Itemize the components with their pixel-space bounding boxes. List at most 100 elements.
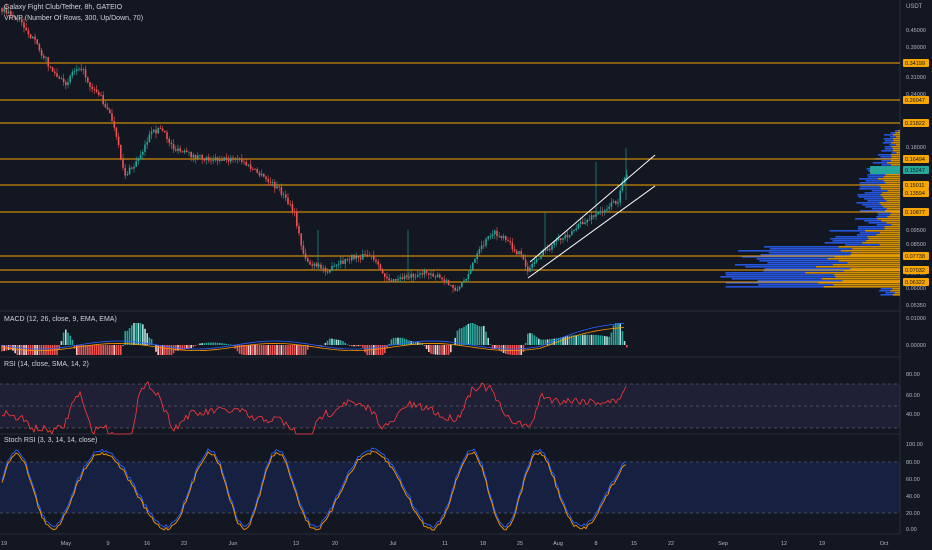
- macd-histogram-bar: [465, 325, 467, 345]
- volume-profile-bar-up: [882, 142, 892, 144]
- volume-profile-bar-down: [895, 144, 900, 146]
- candle-body: [5, 8, 8, 14]
- macd-histogram-bar: [307, 345, 309, 350]
- macd-histogram-bar: [212, 342, 214, 345]
- level-price-label: 0.26047: [905, 98, 925, 104]
- volume-profile-bar-down: [851, 252, 900, 254]
- rsi-indicator-label[interactable]: RSI (14, close, SMA, 14, 2): [4, 361, 89, 368]
- macd-histogram-bar: [566, 336, 569, 345]
- volume-profile-bar-down: [815, 266, 900, 268]
- chart-title: Galaxy Fight Club/Tether, 8h, GATEIO: [4, 4, 123, 11]
- volume-profile-bar-down: [892, 138, 900, 140]
- level-price-label: 0.07738: [905, 254, 925, 260]
- volume-profile-bar-down: [883, 180, 900, 182]
- stoch-axis-tick: 80.00: [906, 460, 920, 466]
- volume-profile-bar-down: [892, 288, 900, 290]
- candle-body: [232, 157, 234, 159]
- candle-body: [137, 159, 140, 162]
- volume-profile-bar-down: [850, 268, 900, 270]
- macd-histogram-bar: [166, 345, 168, 355]
- macd-histogram-bar: [384, 345, 386, 354]
- volume-profile-bar-up: [756, 258, 828, 260]
- volume-profile-bar-down: [881, 204, 900, 206]
- price-axis-tick: 0.24000: [906, 92, 926, 98]
- volume-profile-bar-down: [842, 280, 900, 282]
- macd-histogram-bar: [474, 323, 476, 345]
- macd-histogram-bar: [302, 345, 305, 355]
- macd-histogram-bar: [406, 339, 408, 345]
- rsi-axis-tick: 80.00: [906, 372, 920, 378]
- macd-histogram-bar: [604, 336, 606, 345]
- candle-body: [480, 245, 483, 250]
- macd-histogram-bar: [192, 345, 195, 348]
- volume-profile-bar-up: [731, 278, 822, 280]
- macd-histogram-bar: [111, 345, 113, 355]
- macd-histogram-bar: [478, 326, 481, 345]
- volume-profile-bar-down: [891, 160, 900, 162]
- time-axis-tick: 11: [442, 541, 448, 547]
- macd-histogram-bar: [535, 337, 538, 345]
- volume-profile-bar-up: [871, 190, 888, 192]
- vrvp-indicator-label[interactable]: VRVP (Number Of Rows, 300, Up/Down, 70): [4, 15, 144, 22]
- candle-body: [234, 158, 236, 160]
- candle-body: [159, 127, 162, 129]
- macd-histogram-bar: [392, 337, 395, 345]
- volume-profile-bar-up: [881, 164, 891, 166]
- macd-histogram-bar: [282, 345, 285, 355]
- volume-profile-bar-down: [890, 290, 900, 292]
- candle-body: [194, 154, 197, 159]
- macd-histogram-bar: [214, 342, 217, 345]
- candle-body: [571, 231, 573, 236]
- volume-profile-bar-up: [859, 188, 881, 190]
- candlestick-series: [1, 3, 628, 293]
- macd-histogram-bar: [579, 335, 582, 345]
- macd-histogram-bar: [69, 335, 71, 345]
- volume-profile-bar-down: [843, 270, 900, 272]
- macd-histogram-bar: [439, 345, 441, 355]
- candle-body: [128, 167, 131, 175]
- candle-body: [117, 136, 120, 146]
- macd-histogram-bar: [456, 330, 459, 345]
- volume-profile-bar-up: [890, 136, 897, 138]
- stoch-d-line: [1, 450, 627, 531]
- candle-body: [56, 73, 58, 77]
- macd-histogram-bar: [98, 345, 100, 355]
- macd-histogram-bar: [201, 343, 203, 345]
- volume-profile-bar-up: [857, 226, 885, 228]
- level-price-label: 0.06322: [905, 280, 925, 286]
- volume-profile-bar-down: [821, 278, 900, 280]
- candle-body: [307, 258, 309, 262]
- candle-body: [342, 260, 344, 264]
- candle-body: [238, 158, 241, 160]
- candle-body: [610, 202, 613, 207]
- stoch-axis-tick: 100.00: [906, 442, 923, 448]
- candle-body: [331, 265, 333, 271]
- macd-histogram-bar: [221, 343, 223, 345]
- volume-profile-bar-down: [880, 186, 900, 188]
- candle-body: [617, 202, 619, 204]
- stoch-rsi-indicator-label[interactable]: Stoch RSI (3, 3, 14, 14, close): [4, 437, 98, 444]
- candle-body: [16, 18, 19, 20]
- volume-profile-bar-up: [881, 160, 892, 162]
- candle-body: [166, 132, 168, 140]
- volume-profile-bar-up: [862, 204, 882, 206]
- candle-body: [606, 208, 608, 211]
- candle-body: [575, 228, 577, 230]
- candle-body: [12, 15, 14, 17]
- macd-indicator-label[interactable]: MACD (12, 26, close, 9, EMA, EMA): [4, 316, 117, 323]
- volume-profile-bar-down: [891, 146, 900, 148]
- macd-histogram-bar: [377, 345, 379, 355]
- macd-histogram-bar: [496, 345, 498, 349]
- level-price-label: 0.21822: [905, 121, 925, 127]
- volume-profile-bar-down: [887, 216, 900, 218]
- candle-body: [282, 194, 285, 196]
- volume-profile-bar-down: [818, 282, 900, 284]
- candle-body: [205, 157, 208, 161]
- macd-histogram-bar: [258, 345, 261, 355]
- volume-profile-bar-down: [805, 272, 900, 274]
- macd-histogram-bar: [463, 326, 465, 345]
- candle-body: [412, 273, 415, 278]
- level-price-label: 0.16494: [905, 157, 925, 163]
- candle-body: [32, 36, 34, 39]
